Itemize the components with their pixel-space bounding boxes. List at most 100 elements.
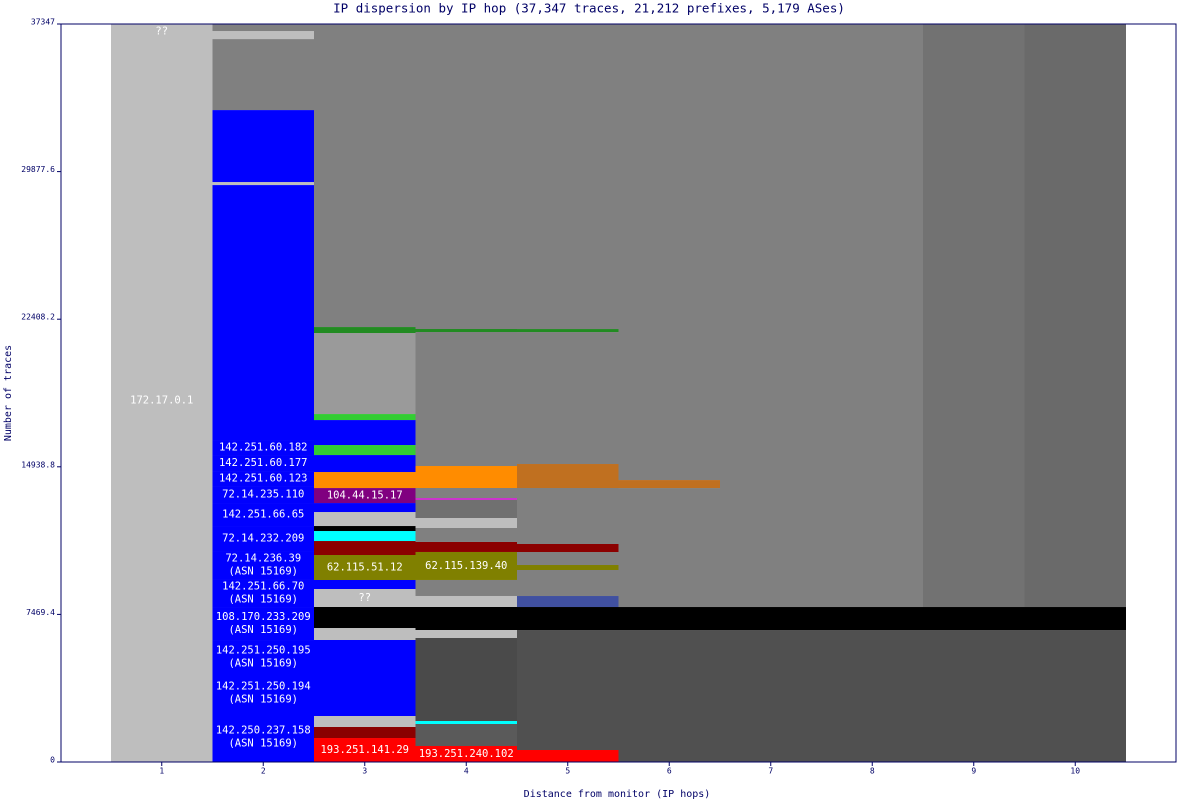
segment: [821, 24, 923, 608]
segment: [415, 724, 517, 746]
segment: [212, 471, 314, 487]
segment: [415, 551, 517, 580]
segment: [314, 639, 416, 716]
plot-area: 172.17.0.1??142.250.237.158(ASN 15169)14…: [111, 24, 1126, 763]
segment-label: 108.170.233.209: [216, 611, 311, 623]
x-tick-label: 7: [768, 767, 773, 776]
segment: [923, 24, 1025, 608]
segment: [212, 110, 314, 183]
segment-label: 62.115.139.40: [425, 560, 507, 572]
segment: [517, 630, 619, 751]
plot-frame: [60, 23, 1177, 763]
segment-label: 172.17.0.1: [130, 394, 193, 406]
segment: [212, 503, 314, 527]
x-axis-title: Distance from monitor (IP hops): [524, 789, 711, 800]
segment-label: 72.14.232.209: [222, 533, 304, 545]
segment: [517, 552, 619, 566]
x-tick-label: 8: [870, 767, 875, 776]
segment: [415, 579, 517, 596]
segment: [517, 464, 619, 488]
segment-label: (ASN 15169): [228, 624, 298, 636]
segment: [314, 580, 416, 589]
x-tick-label: 6: [667, 767, 672, 776]
segment-label: (ASN 15169): [228, 658, 298, 670]
segment: [517, 607, 619, 631]
segment: [212, 185, 314, 441]
segment: [415, 466, 517, 488]
segment: [212, 31, 314, 40]
segment: [314, 488, 416, 504]
y-tick-label: 22408.2: [21, 313, 55, 322]
segment: [314, 628, 416, 640]
x-tick-label: 4: [464, 767, 469, 776]
segment: [618, 607, 720, 631]
segment: [517, 596, 619, 608]
segment: [720, 607, 822, 631]
x-tick-label: 9: [971, 767, 976, 776]
segment: [314, 531, 416, 542]
segment: [314, 715, 416, 728]
segment-label: 72.14.236.39: [225, 553, 301, 565]
segment: [212, 24, 314, 32]
segment: [314, 606, 416, 629]
x-tick-label: 5: [565, 767, 570, 776]
segment: [212, 607, 314, 641]
segment-label: 62.115.51.12: [327, 562, 403, 574]
segment: [1024, 24, 1126, 608]
segment: [314, 503, 416, 513]
segment: [415, 595, 517, 607]
y-tick-label: 14938.8: [21, 460, 55, 469]
segment: [111, 24, 213, 39]
segment: [314, 333, 416, 415]
segment: [415, 541, 517, 552]
segment: [415, 332, 517, 467]
segment: [314, 738, 416, 762]
segment: [517, 750, 619, 762]
segment: [314, 541, 416, 556]
segment: [314, 420, 416, 446]
segment-label: 142.251.60.182: [219, 442, 308, 454]
segment: [212, 526, 314, 552]
segment-label: ??: [155, 25, 168, 37]
segment: [415, 24, 517, 330]
segment: [415, 527, 517, 542]
segment-label: 142.251.250.194: [216, 681, 311, 693]
y-axis-title: Number of traces: [3, 345, 14, 441]
segment: [314, 555, 416, 581]
segment-label: 142.251.66.70: [222, 581, 304, 593]
segment: [111, 38, 213, 763]
segment: [923, 607, 1025, 631]
segment: [1024, 630, 1126, 762]
segment-label: 193.251.240.102: [419, 748, 514, 760]
segment-label: 104.44.15.17: [327, 490, 403, 502]
segment: [314, 414, 416, 421]
segment-label: (ASN 15169): [228, 566, 298, 578]
segment: [618, 488, 720, 608]
segment: [821, 607, 923, 631]
segment: [517, 332, 619, 465]
segment: [212, 640, 314, 675]
x-tick-label: 1: [159, 767, 164, 776]
segment: [212, 182, 314, 186]
segment: [314, 588, 416, 607]
segment-label: 142.250.237.158: [216, 725, 311, 737]
segment-label: 142.251.250.195: [216, 645, 311, 657]
segment-label: (ASN 15169): [228, 738, 298, 750]
y-tick-label: 37347: [31, 18, 55, 27]
segment: [517, 544, 619, 553]
segment: [517, 329, 619, 333]
segment: [415, 517, 517, 528]
y-tick-label: 7469.4: [26, 608, 55, 617]
segment: [618, 480, 720, 489]
segment: [720, 24, 822, 608]
segment: [314, 445, 416, 456]
segment: [618, 24, 720, 481]
segment-label: 193.251.141.29: [320, 744, 409, 756]
segment: [517, 24, 619, 330]
segment-label: 142.251.60.123: [219, 473, 308, 485]
segment: [314, 512, 416, 527]
segment: [314, 455, 416, 473]
segment: [314, 24, 416, 328]
